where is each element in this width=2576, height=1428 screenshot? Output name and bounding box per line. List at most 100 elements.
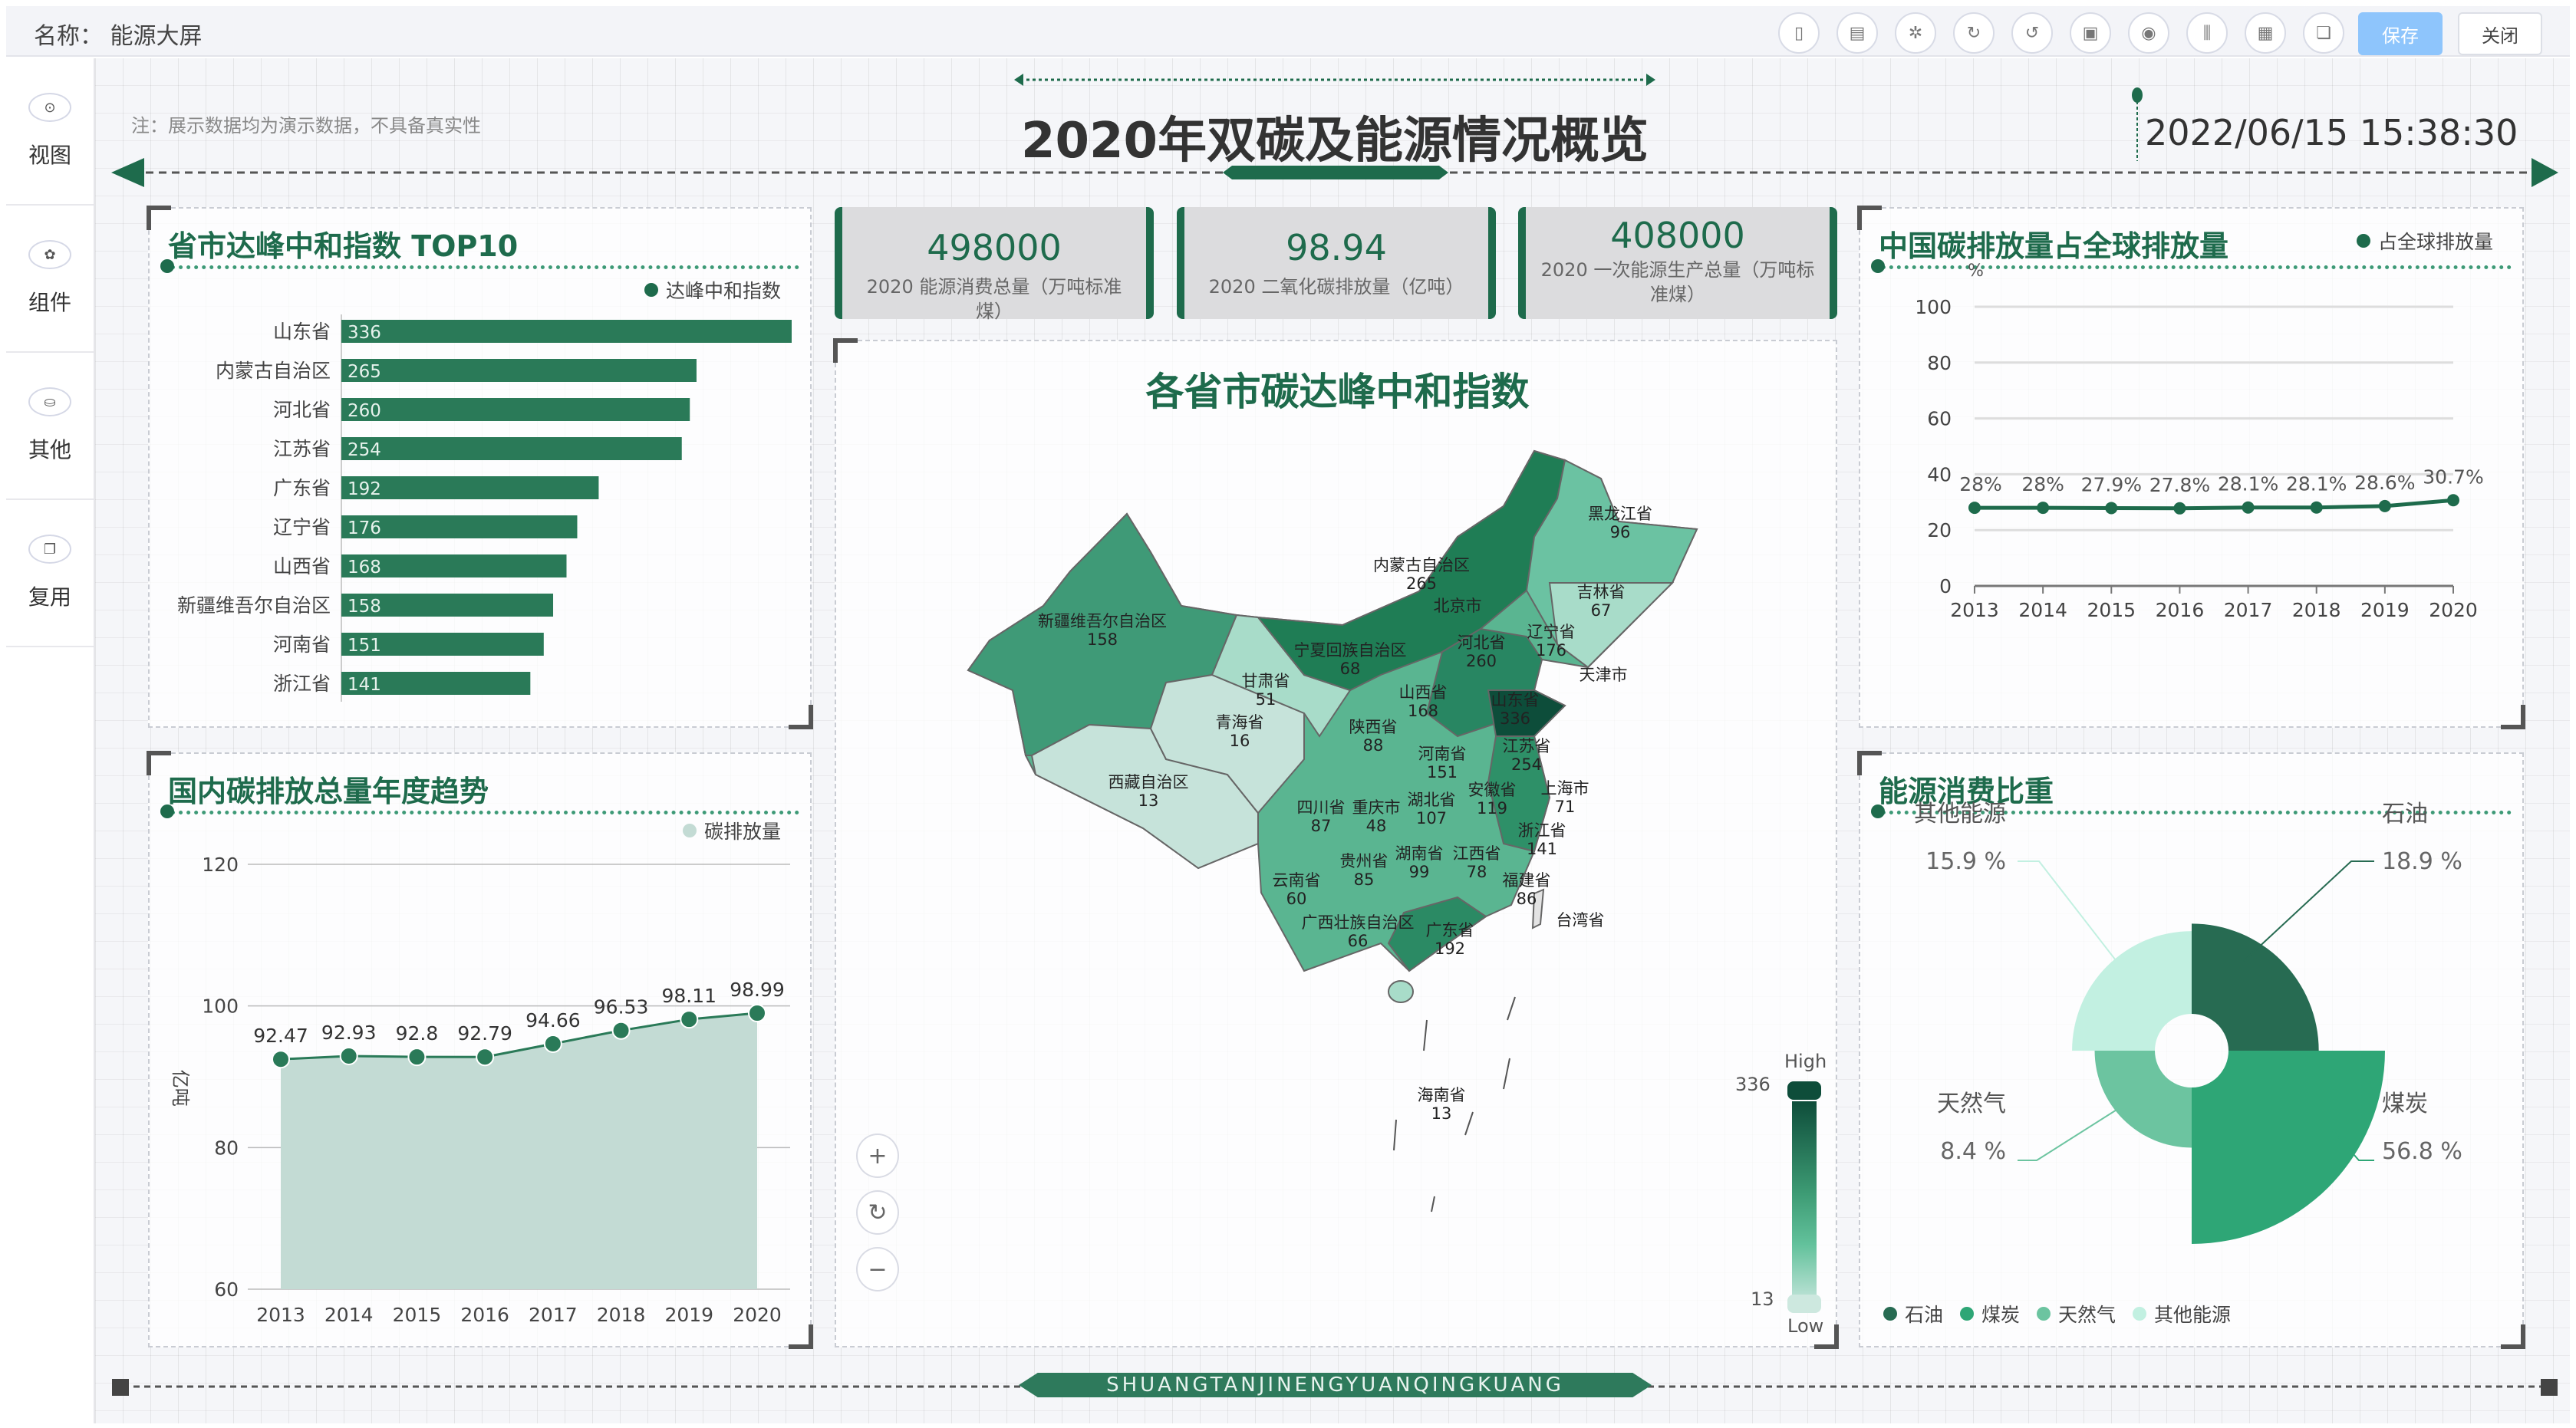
map-region-label: 云南省 60: [1273, 871, 1321, 908]
legend-dot: [644, 283, 658, 297]
map-region-shandong: [1487, 689, 1566, 737]
data-label: 98.11: [661, 985, 716, 1007]
region-value: 16: [1229, 732, 1250, 750]
sidebar-item-component[interactable]: ✿ 组件: [6, 206, 94, 353]
stat-value: 98.94: [1286, 227, 1387, 268]
line-chart: % 0 20 40 60 80 100 28% 2013 28% 2014 27.9% 2015 27.8…: [1915, 262, 2483, 621]
emission-trend-panel[interactable]: 国内碳排放总量年度趋势 碳排放量 60 80 100 120 亿吨 92.47 2013 92…: [147, 751, 813, 1349]
map-region-label: 贵州省 85: [1340, 852, 1388, 889]
reset-view-button[interactable]: ↻: [856, 1190, 899, 1235]
align-icon[interactable]: ⫼: [2186, 12, 2228, 54]
data-label: 96.53: [594, 996, 649, 1018]
legend-item[interactable]: 占全球排放量: [2356, 227, 2493, 255]
ruler-icon[interactable]: ▤: [1836, 12, 1878, 54]
legend-item[interactable]: 碳排放量: [682, 817, 781, 844]
region-value: 86: [1516, 890, 1537, 908]
region-name: 西藏自治区: [1108, 773, 1189, 791]
y-tick-label: 80: [1927, 352, 1952, 374]
zoom-in-button[interactable]: +: [856, 1134, 899, 1178]
data-point: [339, 1046, 358, 1065]
map-region-label: 广西壮族自治区 66: [1302, 913, 1415, 950]
region-value: 48: [1365, 817, 1387, 835]
region-name: 宁夏回族自治区: [1293, 641, 1407, 660]
data-point: [611, 1021, 631, 1040]
region-name: 天津市: [1579, 666, 1628, 684]
region-name: 吉林省: [1576, 583, 1626, 601]
close-button[interactable]: 关闭: [2458, 12, 2542, 55]
legend-item[interactable]: 达峰中和指数: [644, 276, 781, 304]
layers-icon[interactable]: ❏: [2303, 12, 2344, 54]
data-label: 30.7%: [2423, 466, 2483, 488]
bar: [341, 437, 682, 460]
document-icon[interactable]: ▣: [2070, 12, 2111, 54]
region-value: 265: [1405, 574, 1438, 593]
global-share-panel[interactable]: 中国碳排放量占全球排放量 占全球排放量 % 0 20 40 60 80 100 28% 2013…: [1857, 206, 2525, 729]
map-region-jilin: [1548, 582, 1675, 669]
bar: [341, 633, 544, 656]
screen-name: 名称： 能源大屏: [34, 17, 203, 51]
region-value: 96: [1609, 523, 1631, 541]
bar-value-label: 265: [348, 362, 381, 382]
divider-dot: [160, 804, 174, 818]
visual-map-handle-top[interactable]: [1787, 1081, 1821, 1100]
x-tick-label: 2019: [664, 1304, 713, 1326]
sidebar-item-reuse[interactable]: ❐ 复用: [6, 500, 94, 647]
map-zoom-controls: + ↻ −: [856, 1134, 902, 1302]
slice-name-label: 天然气: [1937, 1091, 2006, 1117]
x-tick-label: 2017: [529, 1304, 578, 1326]
mobile-icon[interactable]: ▯: [1778, 12, 1820, 54]
preview-eye-icon[interactable]: ◉: [2128, 12, 2169, 54]
sidebar-item-other[interactable]: ⛀ 其他: [6, 353, 94, 500]
zoom-out-button[interactable]: −: [856, 1247, 899, 1291]
legend-item[interactable]: 石油: [1883, 1300, 1943, 1328]
x-tick-label: 2015: [393, 1304, 442, 1326]
map-region-label: 黑龙江省 96: [1588, 505, 1652, 541]
legend-item[interactable]: 其他能源: [2133, 1300, 2231, 1328]
visual-map-handle-bottom[interactable]: [1787, 1295, 1821, 1313]
legend-label: 占全球排放量: [2377, 231, 2493, 253]
map-region-label: 宁夏回族自治区 68: [1294, 641, 1407, 678]
legend-item[interactable]: 天然气: [2037, 1300, 2116, 1328]
region-value: 254: [1510, 755, 1543, 774]
legend-label: 石油: [1905, 1304, 1944, 1326]
data-label: 28.1%: [2218, 473, 2278, 495]
y-tick-label: 40: [1927, 463, 1952, 485]
datetime: 2022/06/15 15:38:30: [2145, 112, 2518, 153]
stat-value: 408000: [1610, 215, 1745, 256]
slice-name-label: 其他能源: [1914, 801, 2006, 828]
legend-item[interactable]: 煤炭: [1960, 1300, 2020, 1328]
sidebar-item-view[interactable]: ⊙ 视图: [6, 58, 94, 206]
energy-mix-panel[interactable]: 能源消费比重 石油 18.9 % 煤炭 56.8 % 天然气 8.4 % 其他能源 15.9 …: [1857, 751, 2525, 1349]
divider: [163, 811, 799, 814]
stat-card-co2: 98.94 2020 二氧化碳排放量（亿吨）: [1177, 207, 1496, 319]
data-point: [2105, 502, 2118, 515]
bar: [341, 672, 531, 695]
region-value: 71: [1554, 798, 1576, 816]
grid-icon[interactable]: ▦: [2245, 12, 2286, 54]
data-label: 92.93: [321, 1022, 377, 1044]
panel-title: 能源消费比重: [1879, 775, 2054, 808]
map-region-label: 江西省 78: [1453, 844, 1501, 881]
region-value: 66: [1347, 932, 1369, 950]
x-tick-label: 2015: [2087, 599, 2136, 621]
save-button[interactable]: 保存: [2358, 12, 2443, 55]
map-region-label: 河北省 260: [1458, 633, 1506, 670]
region-name: 江西省: [1452, 844, 1501, 863]
y-tick-label: 0: [1939, 575, 1952, 597]
map-region-label: 湖北省 107: [1408, 791, 1456, 828]
demo-data-note: 注：展示数据均为演示数据，不具备真实性: [131, 115, 481, 137]
region-name: 北京市: [1433, 597, 1482, 615]
label-leader-line: [2018, 1087, 2153, 1161]
data-point: [543, 1034, 562, 1053]
undo-icon[interactable]: ↺: [2011, 12, 2053, 54]
pie-slice: [2192, 1051, 2385, 1244]
bar: [341, 554, 567, 577]
toolbar: ▯ ▤ ✲ ↻ ↺ ▣ ◉ ⫼ ▦ ❏: [1778, 12, 2344, 54]
refresh-icon[interactable]: ↻: [1953, 12, 1995, 54]
y-tick-label: 100: [1915, 296, 1952, 318]
map-region-hainan: [1388, 980, 1414, 1003]
bar-value-label: 254: [348, 440, 381, 460]
top10-panel[interactable]: 省市达峰中和指数 TOP10 达峰中和指数 山东省 336 内蒙古自治区 265 河北省…: [147, 206, 813, 729]
magic-icon[interactable]: ✲: [1895, 12, 1936, 54]
